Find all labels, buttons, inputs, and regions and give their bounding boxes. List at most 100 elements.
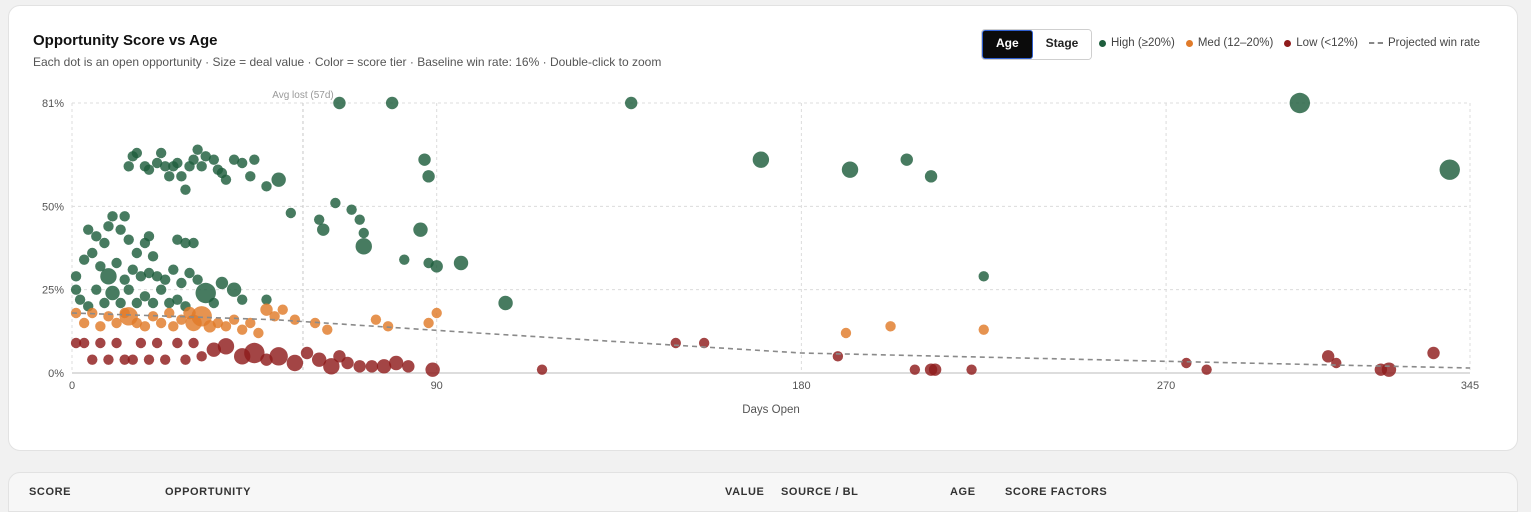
data-point-low xyxy=(127,354,138,365)
data-point-high xyxy=(70,271,82,282)
data-point-low xyxy=(111,337,122,349)
data-point-high xyxy=(95,261,106,272)
data-point-high xyxy=(285,207,297,219)
data-point-high xyxy=(1439,159,1460,180)
data-point-low xyxy=(286,354,304,372)
data-point-high xyxy=(261,181,272,192)
data-point-med xyxy=(131,317,143,329)
legend-low-swatch xyxy=(1284,39,1292,47)
data-point-high xyxy=(70,284,82,295)
data-point-med xyxy=(103,311,114,322)
data-point-high xyxy=(155,284,167,295)
data-point-high xyxy=(127,264,138,275)
data-point-low xyxy=(928,363,942,376)
data-point-high xyxy=(1289,92,1311,114)
column-header-score-factors[interactable]: SCORE FACTORS xyxy=(1005,486,1108,498)
data-point-low xyxy=(87,354,98,365)
data-point-med xyxy=(840,327,852,339)
column-header-score[interactable]: SCORE xyxy=(29,486,72,498)
data-point-high xyxy=(151,157,163,169)
data-point-low xyxy=(217,338,235,355)
data-point-med xyxy=(978,324,989,335)
data-point-high xyxy=(91,284,102,295)
data-point-high xyxy=(399,254,410,265)
data-point-low xyxy=(206,342,222,357)
data-point-high xyxy=(147,297,159,309)
data-point-high xyxy=(123,161,134,172)
data-point-high xyxy=(900,153,913,166)
x-tick-label: 0 xyxy=(69,380,75,392)
data-point-low xyxy=(311,352,327,367)
data-point-low xyxy=(196,351,207,362)
data-point-high xyxy=(346,204,357,215)
data-point-low xyxy=(1321,350,1335,363)
data-point-low xyxy=(376,359,392,374)
data-point-high xyxy=(123,284,134,295)
data-point-med xyxy=(220,321,232,332)
data-point-high xyxy=(74,294,86,305)
column-header-opportunity[interactable]: OPPORTUNITY xyxy=(165,486,252,498)
data-point-med xyxy=(253,327,264,339)
data-point-low xyxy=(365,360,379,373)
column-header-source[interactable]: SOURCE / BL xyxy=(781,486,859,498)
data-point-low xyxy=(698,337,710,349)
data-point-high xyxy=(180,184,191,195)
data-point-high xyxy=(119,211,130,222)
data-point-low xyxy=(388,355,404,371)
data-point-high xyxy=(99,297,110,309)
data-point-med xyxy=(155,317,167,329)
data-point-med xyxy=(95,321,106,332)
data-point-low xyxy=(323,358,340,375)
data-point-high xyxy=(355,238,372,255)
chart-subtitle: Each dot is an open opportunity · Size =… xyxy=(33,55,662,69)
legend-item-high[interactable]: High (≥20%) xyxy=(1099,37,1175,49)
data-point-low xyxy=(103,354,114,365)
data-point-med xyxy=(431,307,442,319)
data-point-low xyxy=(70,337,82,349)
data-point-low xyxy=(341,356,354,370)
data-point-high xyxy=(160,274,171,285)
data-point-high xyxy=(164,171,175,182)
data-point-low xyxy=(832,351,844,362)
data-point-high xyxy=(115,224,126,235)
legend-projected-label: Projected win rate xyxy=(1387,37,1481,49)
data-point-high xyxy=(498,295,513,311)
x-axis-title: Days Open xyxy=(742,404,800,416)
legend-high-label: High (≥20%) xyxy=(1111,37,1175,49)
y-tick-label: 25% xyxy=(42,285,64,297)
data-point-med xyxy=(260,303,273,316)
data-point-high xyxy=(385,96,399,110)
legend-high-swatch xyxy=(1099,39,1106,47)
data-point-low xyxy=(425,362,440,377)
legend-item-projected[interactable]: Projected win rate xyxy=(1368,37,1481,49)
scatter-plot[interactable]: 0% 25% 50% 81% 0 90 180 270 345 Days Open Avg lost… xyxy=(9,6,1517,450)
toggle-stage-button[interactable]: Stage xyxy=(1032,30,1092,59)
data-point-low xyxy=(300,346,314,360)
data-point-med xyxy=(370,314,382,325)
data-point-med xyxy=(382,321,394,332)
data-point-med xyxy=(885,321,896,332)
data-point-low xyxy=(143,354,155,365)
data-point-low xyxy=(966,364,977,375)
column-header-age[interactable]: AGE xyxy=(950,486,976,498)
data-point-high xyxy=(123,234,134,245)
data-point-med xyxy=(423,317,434,329)
data-point-high xyxy=(245,171,256,182)
toggle-age-button[interactable]: Age xyxy=(982,30,1033,59)
legend-item-low[interactable]: Low (<12%) xyxy=(1284,37,1358,49)
x-tick-label: 90 xyxy=(431,380,443,392)
data-point-high xyxy=(358,227,369,239)
data-point-high xyxy=(151,271,163,282)
data-point-high xyxy=(131,247,143,259)
legend-item-med[interactable]: Med (12–20%) xyxy=(1185,37,1273,49)
x-tick-label: 345 xyxy=(1461,380,1479,392)
data-point-high xyxy=(111,257,122,269)
data-point-low xyxy=(1331,357,1342,369)
data-point-high xyxy=(188,154,199,165)
data-point-low xyxy=(1201,364,1212,375)
data-point-high xyxy=(317,223,330,236)
data-point-low xyxy=(95,337,106,349)
data-point-high xyxy=(131,297,143,309)
data-point-med xyxy=(322,324,333,335)
column-header-value[interactable]: VALUE xyxy=(725,486,765,498)
